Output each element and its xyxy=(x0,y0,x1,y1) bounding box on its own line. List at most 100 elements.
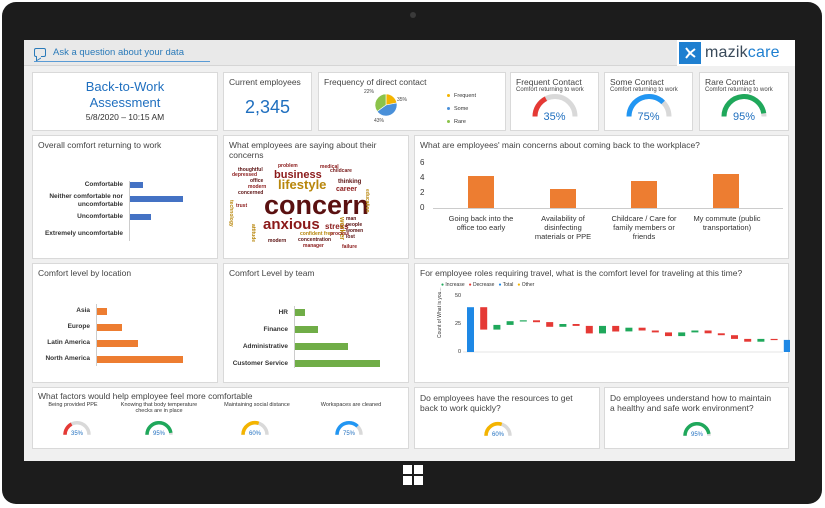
concerns-title: What are employees' main concerns about … xyxy=(420,140,700,150)
concerns-bar-1[interactable] xyxy=(550,189,576,208)
location-bar-3[interactable] xyxy=(97,356,183,363)
concerns-tick-0: 0 xyxy=(420,203,425,212)
comfort-bar-2[interactable] xyxy=(130,214,152,220)
wordcloud-card[interactable]: What employees are saying about their co… xyxy=(223,135,409,259)
legend-rare: Rare xyxy=(454,118,466,125)
waterfall-bar-11 xyxy=(612,325,620,332)
frequency-title: Frequency of direct contact xyxy=(324,77,427,87)
word: business xyxy=(274,169,322,181)
pie-label-some: 43% xyxy=(374,118,385,124)
word: attitude xyxy=(250,224,256,243)
gauge-fill xyxy=(484,422,503,436)
gauge-fill xyxy=(721,94,767,117)
factor-label-1: Knowing that body temperature checks are… xyxy=(120,402,198,414)
concerns-bar-0[interactable] xyxy=(468,175,494,208)
gauge-fill xyxy=(63,422,73,435)
logo-mark-icon xyxy=(679,42,701,64)
word: childcare xyxy=(330,168,352,174)
qa-placeholder[interactable]: Ask a question about your data xyxy=(53,47,184,58)
word: depressed xyxy=(232,172,258,178)
pie-label-frequent: 22% xyxy=(364,89,375,95)
legend-total: ● Total xyxy=(498,282,514,288)
word: failure xyxy=(342,244,358,250)
comfort-label-3: Extremely uncomfortable xyxy=(44,230,123,237)
comfort-label-1b: uncomfortable xyxy=(77,201,123,208)
travel-legend: ● Increase ● Decrease ● Total ● Other xyxy=(441,282,534,288)
comfort-chart-card[interactable]: Overall comfort returning to work Comfor… xyxy=(32,135,218,259)
legend-decrease: ● Decrease xyxy=(468,282,495,288)
factor-label-0: Being provided PPE xyxy=(48,402,98,408)
comfort-title: Overall comfort returning to work xyxy=(38,140,162,150)
gauge-card-rare[interactable]: Rare Contact Comfort returning to work 9… xyxy=(699,72,789,131)
safe-card[interactable]: Do employees understand how to maintain … xyxy=(604,387,789,449)
gauge-rare xyxy=(721,94,767,117)
team-bar-3[interactable] xyxy=(295,360,380,367)
word: concern xyxy=(264,190,370,220)
team-bar-1[interactable] xyxy=(295,326,318,333)
pie-label-rare: 35% xyxy=(397,97,408,103)
word: man xyxy=(346,216,357,222)
chat-bubble-icon xyxy=(34,48,46,57)
concerns-chart-card[interactable]: What are employees' main concerns about … xyxy=(414,135,789,259)
word: people xyxy=(346,222,363,228)
waterfall-bar-3 xyxy=(506,321,514,325)
concerns-label-3: My commute (public transportation) xyxy=(693,214,761,232)
windows-button[interactable] xyxy=(403,465,423,485)
gauge-some xyxy=(626,94,672,117)
resources-card[interactable]: Do employees have the resources to get b… xyxy=(414,387,600,449)
concerns-tick-2: 2 xyxy=(420,188,425,197)
team-chart-card[interactable]: Comfort Level by team HR Finance Adminis… xyxy=(223,263,409,383)
gauge-card-frequent[interactable]: Frequent Contact Comfort returning to wo… xyxy=(510,72,599,131)
travel-tick-50: 50 xyxy=(455,293,462,299)
comfort-bar-1[interactable] xyxy=(130,196,184,202)
concerns-label-0: Going back into the office too early xyxy=(448,214,514,232)
location-bar-2[interactable] xyxy=(97,340,139,347)
word: anxious xyxy=(263,216,320,233)
factor-gauge-0 xyxy=(63,421,91,435)
employees-card[interactable]: Current employees 2,345 xyxy=(223,72,312,131)
gauge-card-some[interactable]: Some Contact Comfort returning to work 7… xyxy=(604,72,693,131)
resources-title-line2: back to work quickly? xyxy=(420,403,501,413)
factors-card[interactable]: What factors would help employee feel mo… xyxy=(32,387,409,449)
word: process xyxy=(330,231,350,237)
location-bar-0[interactable] xyxy=(97,308,107,315)
team-bar-0[interactable] xyxy=(295,309,306,316)
word: trust xyxy=(236,203,248,209)
waterfall-bar-22 xyxy=(757,338,765,342)
waterfall-bar-6 xyxy=(546,322,554,327)
dashboard-screen: Ask a question about your data mazikcare… xyxy=(24,40,795,461)
gauge-title-some: Some Contact xyxy=(610,77,664,87)
waterfall-bar-17 xyxy=(691,330,699,333)
top-bar: Ask a question about your data mazikcare xyxy=(24,40,795,66)
team-label-3: Customer Service xyxy=(232,360,288,367)
comfort-bar-0[interactable] xyxy=(130,182,144,188)
word: thinking xyxy=(338,179,362,185)
word: problem xyxy=(278,163,298,169)
qa-input[interactable]: Ask a question about your data xyxy=(34,44,210,62)
concerns-bar-2[interactable] xyxy=(631,181,657,208)
factor-gauge-3 xyxy=(335,421,363,435)
location-title: Comfort level by location xyxy=(38,268,132,278)
travel-chart-card[interactable]: For employee roles requiring travel, wha… xyxy=(414,263,790,383)
team-bar-2[interactable] xyxy=(295,343,348,350)
comfort-label-0: Comfortable xyxy=(84,181,123,188)
location-label-2: Latin America xyxy=(47,339,90,346)
waterfall-bar-2 xyxy=(493,324,501,330)
concerns-bar-3[interactable] xyxy=(713,174,739,208)
location-bar-1[interactable] xyxy=(97,324,123,331)
header-tile: Back-to-Work Assessment 5/8/2020 – 10:15… xyxy=(32,72,218,131)
travel-tick-25: 25 xyxy=(455,321,462,327)
concerns-tick-4: 4 xyxy=(420,173,425,182)
gauge-title-frequent: Frequent Contact xyxy=(516,77,582,87)
gauge-fill xyxy=(335,421,359,435)
location-chart-card[interactable]: Comfort level by location Asia Europe La… xyxy=(32,263,218,383)
legend-other: ● Other xyxy=(517,282,535,288)
waterfall-bar-9 xyxy=(585,325,593,334)
brand-logo: mazikcare xyxy=(677,40,795,66)
word: confident free xyxy=(300,231,334,237)
word: technology xyxy=(228,200,234,227)
safe-title-line1: Do employees understand how to maintain xyxy=(610,393,772,403)
factors-title: What factors would help employee feel mo… xyxy=(38,391,253,401)
word: concerned xyxy=(238,190,264,196)
frequency-card[interactable]: Frequency of direct contact 22% 35% 43% … xyxy=(318,72,506,131)
